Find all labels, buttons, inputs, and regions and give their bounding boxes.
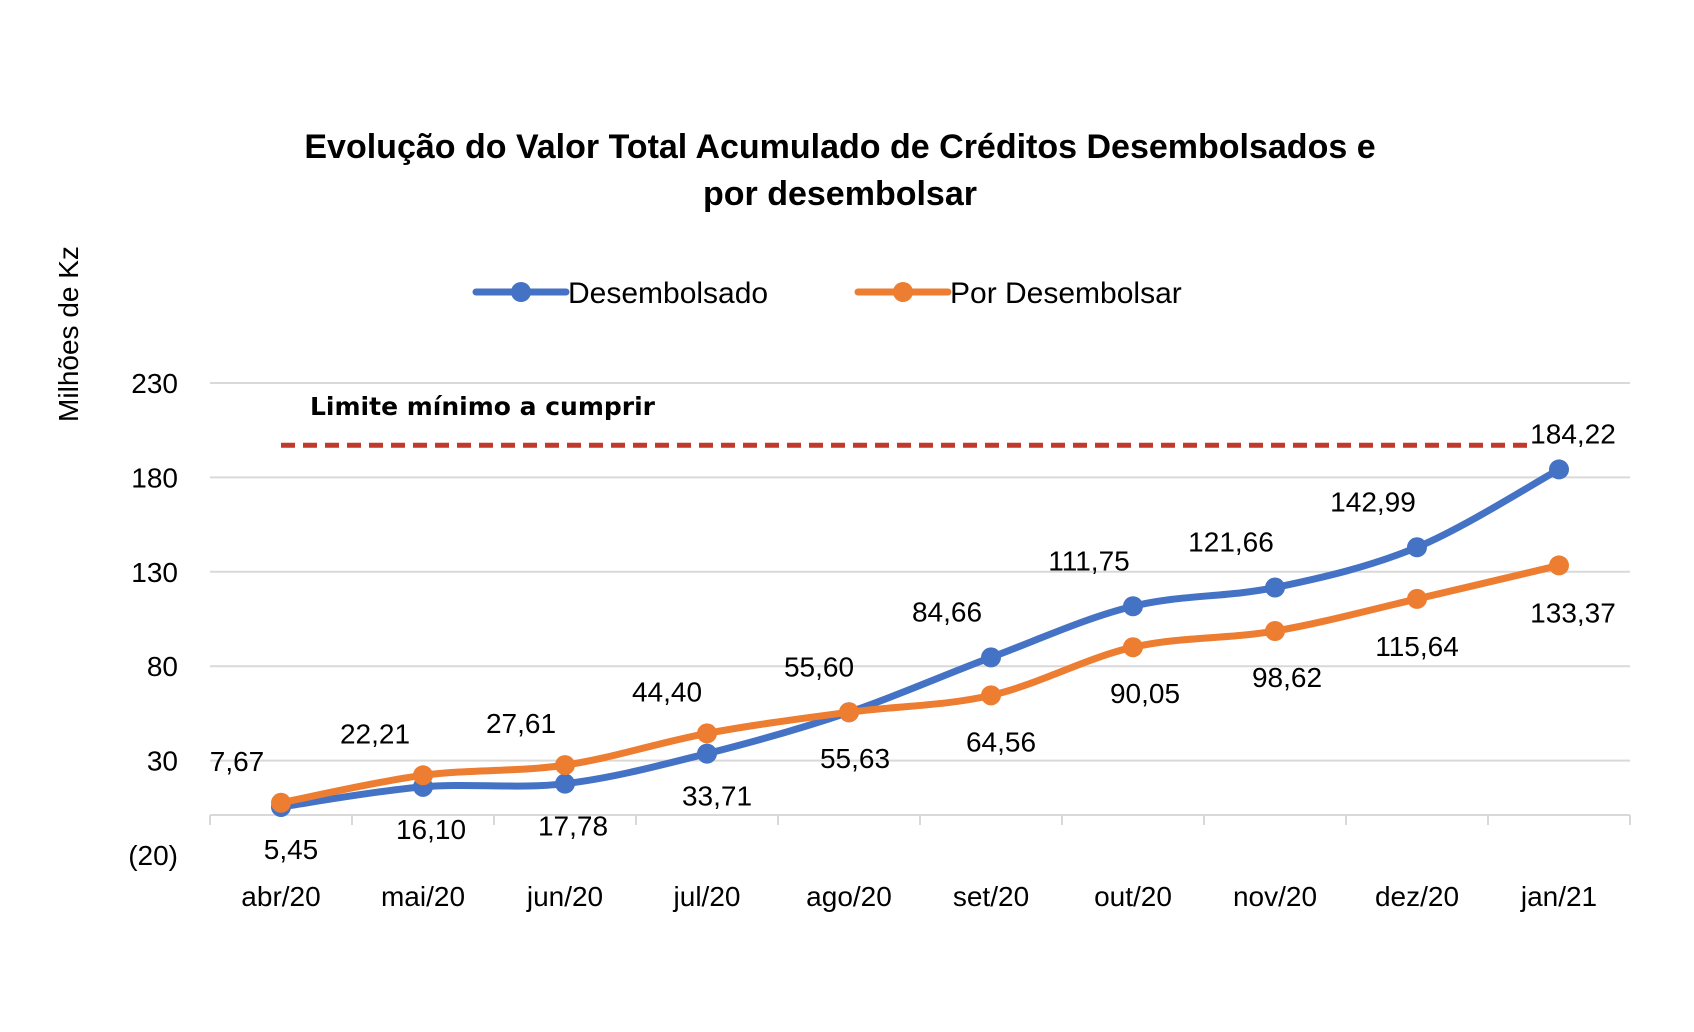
data-point bbox=[1549, 555, 1569, 576]
data-label: 55,60 bbox=[784, 651, 854, 682]
series-por-desembolsar bbox=[271, 555, 1569, 813]
data-label: 55,63 bbox=[820, 743, 890, 774]
series-lines bbox=[271, 459, 1569, 817]
data-point bbox=[1407, 588, 1427, 609]
legend-swatch-marker bbox=[893, 282, 913, 302]
x-tick-label: ago/20 bbox=[806, 881, 892, 912]
x-tick-label: jan/21 bbox=[1520, 881, 1597, 912]
data-label: 33,71 bbox=[682, 781, 752, 812]
data-point bbox=[413, 765, 433, 786]
x-tick-label: set/20 bbox=[953, 881, 1029, 912]
series-line bbox=[277, 561, 1563, 807]
data-point bbox=[1407, 537, 1427, 558]
data-label: 64,56 bbox=[966, 726, 1036, 757]
data-label: 16,10 bbox=[396, 814, 466, 845]
data-label: 184,22 bbox=[1530, 418, 1616, 449]
x-tick-label: jul/20 bbox=[673, 881, 741, 912]
series-desembolsado bbox=[271, 459, 1569, 817]
reference-line-label: Limite mínimo a cumprir bbox=[310, 392, 656, 421]
x-axis-tick-labels: abr/20 mai/20 jun/20 jul/20 ago/20 set/20 out/… bbox=[241, 881, 1597, 912]
data-label: 22,21 bbox=[340, 718, 410, 749]
data-point bbox=[697, 743, 717, 764]
y-tick-label: 130 bbox=[131, 557, 178, 588]
legend: Desembolsado Por Desembolsar bbox=[472, 277, 1182, 310]
y-tick-label: 30 bbox=[147, 746, 178, 777]
y-tick-label: (20) bbox=[128, 840, 178, 871]
data-point bbox=[1549, 459, 1569, 480]
data-label: 84,66 bbox=[912, 596, 982, 627]
y-tick-label: 180 bbox=[131, 462, 178, 493]
data-point bbox=[555, 773, 575, 794]
data-label: 133,37 bbox=[1530, 597, 1616, 628]
x-tick-label: out/20 bbox=[1094, 881, 1172, 912]
x-tick-label: abr/20 bbox=[241, 881, 320, 912]
data-label: 90,05 bbox=[1110, 678, 1180, 709]
y-axis-tick-labels: (20) 30 80 130 180 230 bbox=[128, 368, 178, 871]
x-tick-label: dez/20 bbox=[1375, 881, 1459, 912]
x-tick-label: mai/20 bbox=[381, 881, 465, 912]
data-label: 111,75 bbox=[1048, 545, 1129, 576]
data-point bbox=[1123, 596, 1143, 617]
legend-item: Por Desembolsar bbox=[854, 277, 1182, 310]
y-axis-label: Milhões de Kz bbox=[53, 246, 84, 422]
chart-title-line-2: por desembolsar bbox=[703, 175, 977, 213]
chart-title-line-1: Evolução do Valor Total Acumulado de Cré… bbox=[304, 128, 1375, 166]
legend-label: Por Desembolsar bbox=[950, 277, 1182, 310]
data-label: 142,99 bbox=[1330, 486, 1416, 517]
y-tick-label: 80 bbox=[147, 651, 178, 682]
legend-item: Desembolsado bbox=[472, 277, 768, 310]
y-tick-label: 230 bbox=[131, 368, 178, 399]
data-point bbox=[555, 755, 575, 776]
chart-title: Evolução do Valor Total Acumulado de Cré… bbox=[304, 128, 1375, 213]
series-line bbox=[277, 465, 1563, 811]
data-point bbox=[1123, 637, 1143, 658]
data-label: 115,64 bbox=[1375, 631, 1459, 662]
data-label: 17,78 bbox=[538, 811, 608, 842]
data-point bbox=[981, 647, 1001, 668]
data-point bbox=[1265, 577, 1285, 598]
data-label: 98,62 bbox=[1252, 662, 1322, 693]
data-label: 27,61 bbox=[486, 708, 556, 739]
legend-swatch-marker bbox=[511, 282, 531, 302]
data-label: 5,45 bbox=[264, 834, 319, 865]
data-label: 44,40 bbox=[632, 676, 702, 707]
gridlines bbox=[210, 382, 1630, 762]
data-label: 7,67 bbox=[210, 746, 265, 777]
x-tick-label: nov/20 bbox=[1233, 881, 1317, 912]
data-point bbox=[697, 723, 717, 744]
data-labels: 5,45 16,10 17,78 33,71 55,60 84,66 111,75 121,6… bbox=[210, 418, 1616, 865]
legend-label: Desembolsado bbox=[568, 277, 768, 310]
data-point bbox=[271, 792, 291, 813]
data-point bbox=[981, 685, 1001, 706]
data-point bbox=[839, 702, 859, 723]
x-tick-label: jun/20 bbox=[526, 881, 603, 912]
x-axis bbox=[209, 814, 1631, 825]
reference-line-group: Limite mínimo a cumprir bbox=[281, 392, 1529, 448]
data-label: 121,66 bbox=[1188, 527, 1274, 558]
data-point bbox=[1265, 621, 1285, 642]
